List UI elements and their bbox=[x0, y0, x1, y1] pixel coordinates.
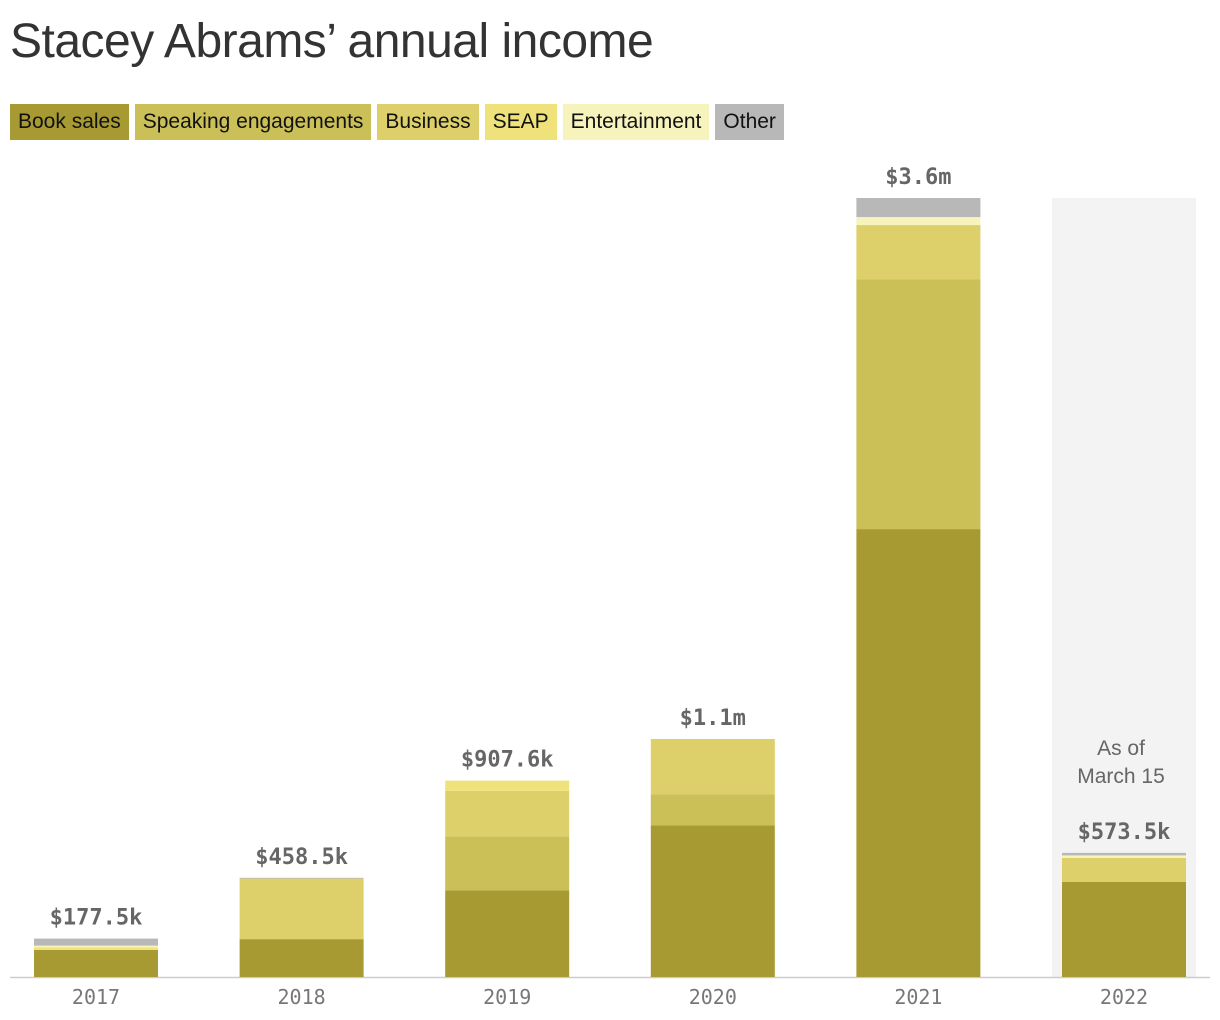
x-tick-label: 2021 bbox=[894, 985, 942, 1009]
bar-segment bbox=[445, 836, 570, 891]
total-label: $3.6m bbox=[885, 165, 951, 190]
bar-segment bbox=[650, 738, 775, 795]
bar-segment bbox=[856, 529, 981, 977]
chart-title: Stacey Abrams’ annual income bbox=[10, 15, 654, 68]
bar-segment bbox=[445, 780, 570, 791]
legend-item: Entertainment bbox=[562, 104, 710, 140]
bar-segment bbox=[445, 790, 570, 837]
bar-segment bbox=[34, 945, 158, 948]
bar-segment bbox=[1062, 881, 1186, 977]
x-tick-label: 2022 bbox=[1100, 985, 1148, 1009]
bar-segment bbox=[34, 938, 158, 946]
x-tick-label: 2017 bbox=[72, 985, 120, 1009]
bar-segment bbox=[34, 949, 158, 977]
bar-segment bbox=[856, 217, 981, 226]
total-label: $573.5k bbox=[1078, 820, 1171, 845]
legend-item: SEAP bbox=[484, 104, 557, 140]
annotation: As of bbox=[1097, 737, 1145, 760]
bar-segment bbox=[445, 890, 570, 977]
bar-segment bbox=[239, 877, 364, 879]
highlight-band bbox=[1052, 198, 1196, 977]
x-tick-label: 2019 bbox=[483, 985, 531, 1009]
bar-segment bbox=[1062, 855, 1186, 858]
bar-segment bbox=[34, 947, 158, 950]
bar-segment bbox=[856, 225, 981, 280]
legend-item: Business bbox=[377, 104, 479, 140]
bar-segment bbox=[856, 198, 981, 218]
bar-segment bbox=[650, 794, 775, 826]
bar-segment bbox=[239, 939, 364, 977]
legend-item: Book sales bbox=[10, 104, 129, 140]
bar-segment bbox=[1062, 857, 1186, 882]
total-label: $907.6k bbox=[461, 748, 554, 773]
total-label: $458.5k bbox=[255, 845, 348, 870]
legend: Book sales Speaking engagements Business SE… bbox=[10, 104, 784, 140]
x-tick-label: 2018 bbox=[278, 985, 326, 1009]
x-tick-label: 2020 bbox=[689, 985, 737, 1009]
bar-segment bbox=[856, 279, 981, 530]
legend-item: Speaking engagements bbox=[134, 104, 372, 140]
legend-item: Other bbox=[715, 104, 784, 140]
total-label: $177.5k bbox=[50, 906, 143, 931]
total-label: $1.1m bbox=[680, 706, 746, 731]
bar-segment bbox=[650, 825, 775, 977]
annotation: March 15 bbox=[1077, 765, 1165, 788]
bar-segment bbox=[1062, 852, 1186, 856]
bar-segment bbox=[239, 878, 364, 940]
